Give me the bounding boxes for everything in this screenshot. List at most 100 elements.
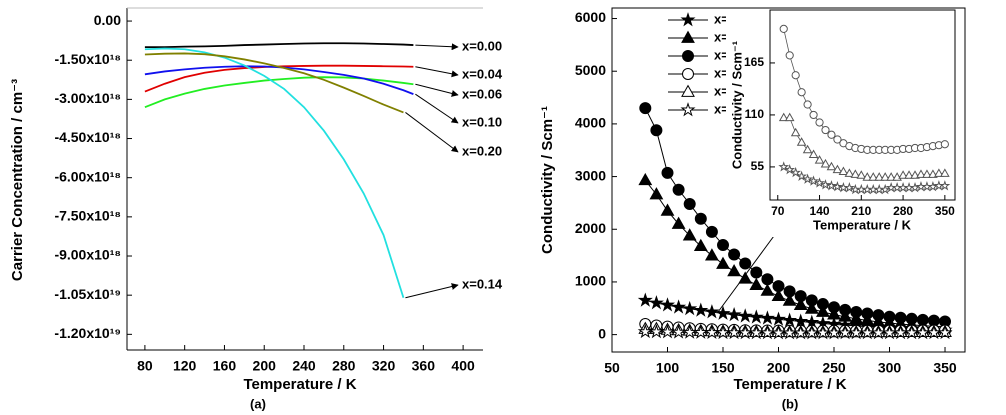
marker <box>850 305 863 318</box>
marker <box>898 170 908 179</box>
marker <box>821 125 830 135</box>
marker <box>671 299 687 314</box>
marker <box>790 127 801 137</box>
marker <box>940 168 950 177</box>
marker <box>682 68 694 80</box>
marker <box>790 166 802 178</box>
marker <box>726 306 742 322</box>
y-tick-label: 0 <box>598 325 606 341</box>
marker <box>872 309 885 322</box>
x-tick-label: 160 <box>213 358 237 374</box>
marker <box>814 155 825 164</box>
marker <box>783 285 796 298</box>
y-tick-label: 5000 <box>575 62 606 78</box>
y-tick-label: 55 <box>751 159 765 173</box>
marker <box>694 212 707 225</box>
marker <box>748 309 764 324</box>
marker <box>797 88 806 97</box>
marker <box>682 228 697 241</box>
y-tick-label: -1.05x10¹⁹ <box>54 286 121 302</box>
marker <box>816 304 830 317</box>
marker <box>759 310 775 325</box>
y-tick-label: -3.00x10¹⁸ <box>54 90 121 106</box>
marker <box>727 264 742 277</box>
label-leader <box>405 283 459 299</box>
marker <box>794 290 807 303</box>
series-label: x=0.00 <box>462 38 502 53</box>
x-tick-label: 320 <box>372 358 396 374</box>
marker <box>826 161 837 171</box>
series-line <box>144 64 414 93</box>
marker <box>832 164 843 174</box>
marker <box>782 293 797 306</box>
marker <box>802 173 814 184</box>
marker <box>682 50 694 62</box>
marker <box>716 256 730 269</box>
marker <box>761 273 774 286</box>
y-tick-label: -1.50x10¹⁸ <box>54 51 121 67</box>
x-tick-label: 400 <box>451 358 475 374</box>
y-tick-label: -1.20x10¹⁹ <box>54 325 121 341</box>
marker <box>934 168 944 177</box>
label-leader <box>415 43 459 51</box>
marker <box>808 149 819 159</box>
marker <box>850 169 861 178</box>
marker <box>785 51 794 60</box>
marker <box>682 300 698 316</box>
x-tick-label: 210 <box>851 204 871 218</box>
marker <box>772 280 785 293</box>
x-axis-title: Temperature / K <box>813 217 912 232</box>
marker <box>879 183 891 195</box>
marker <box>861 307 874 320</box>
x-tick-label: 300 <box>878 360 902 376</box>
x-tick-label: 250 <box>822 360 846 376</box>
label-leader <box>405 112 459 153</box>
y-tick-label: -7.50x10¹⁸ <box>54 208 121 224</box>
series-line <box>645 331 946 334</box>
series-label: x=0.20 <box>462 143 502 158</box>
x-axis-title: Temperature / K <box>733 376 846 393</box>
marker <box>805 294 818 307</box>
y-axis-title: Conductivity / Scm⁻¹ <box>539 106 556 254</box>
marker <box>826 180 837 191</box>
marker <box>796 137 807 146</box>
marker <box>904 170 914 179</box>
marker <box>649 187 664 200</box>
y-tick-label: 165 <box>744 55 764 69</box>
marker <box>874 172 885 181</box>
marker <box>715 305 731 320</box>
marker <box>808 175 819 186</box>
marker <box>760 283 775 296</box>
marker <box>693 302 709 317</box>
y-tick-label: 3000 <box>575 167 606 183</box>
marker <box>803 100 812 109</box>
x-axis-title: Temperature / K <box>243 376 356 393</box>
marker <box>784 112 795 122</box>
series-label: x=0.10 <box>462 114 502 129</box>
x-tick-label: 350 <box>935 204 955 218</box>
marker <box>793 313 809 328</box>
marker <box>820 158 831 168</box>
label-leader <box>415 66 459 78</box>
marker <box>681 30 695 43</box>
y-tick-label: 110 <box>745 107 765 121</box>
marker <box>937 324 953 340</box>
marker <box>737 308 753 323</box>
marker <box>827 307 841 320</box>
marker <box>681 84 695 97</box>
marker <box>916 169 926 178</box>
marker <box>894 311 907 324</box>
y-tick-label: -6.00x10¹⁸ <box>54 168 121 184</box>
marker <box>637 292 653 307</box>
marker <box>661 166 674 179</box>
marker <box>680 12 696 27</box>
marker <box>704 304 720 319</box>
inset-background <box>726 9 962 237</box>
marker <box>650 124 663 137</box>
marker <box>905 312 918 325</box>
marker <box>728 248 741 261</box>
y-tick-label: -4.50x10¹⁸ <box>54 129 121 145</box>
marker <box>660 203 675 216</box>
x-tick-label: 350 <box>933 360 957 376</box>
marker <box>856 170 867 179</box>
